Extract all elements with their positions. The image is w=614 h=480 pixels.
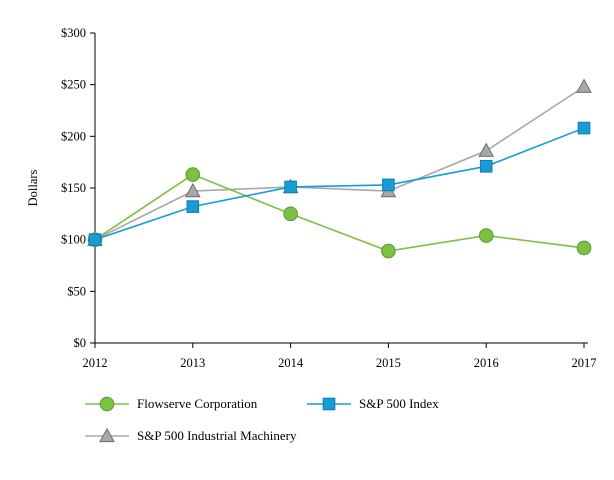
x-tick-label: 2014 (278, 356, 304, 370)
data-point-circle-2016 (478, 228, 494, 243)
data-point-circle-2015 (381, 243, 396, 259)
data-point-triangle-2013 (184, 182, 201, 198)
x-tick-label: 2013 (180, 356, 205, 370)
legend-label-sp500: S&P 500 Index (359, 396, 439, 411)
legend-marker-triangle-icon (85, 427, 129, 444)
data-point-triangle-2017 (576, 78, 592, 93)
chart-legend: Flowserve Corporation S&P 500 Index S&P … (85, 396, 585, 460)
y-tick-label: $150 (61, 181, 86, 195)
y-tick-label: $300 (61, 26, 86, 40)
x-tick-label: 2012 (83, 356, 108, 370)
legend-marker-svg (307, 397, 351, 411)
legend-marker-circle-icon (85, 396, 129, 412)
legend-label-industrial-machinery: S&P 500 Industrial Machinery (137, 428, 297, 443)
legend-marker-svg (85, 427, 129, 443)
legend-item-industrial-machinery: S&P 500 Industrial Machinery (85, 427, 297, 444)
legend-triangle-glyph (99, 427, 115, 443)
x-tick-label: 2015 (376, 356, 401, 370)
performance-line-chart: $0 $50 $100 $150 $200 $250 $300 2012 2013 2014 201… (26, 26, 597, 370)
y-tick-label: $100 (61, 233, 86, 247)
legend-row-1: Flowserve Corporation S&P 500 Index (85, 396, 585, 412)
data-point-square-2012 (88, 233, 102, 246)
data-point-circle-2017 (576, 240, 592, 256)
legend-circle-glyph (99, 396, 115, 412)
data-point-square-2014 (284, 180, 297, 194)
data-point-circle-2013 (185, 167, 201, 182)
data-point-square-2017 (577, 121, 591, 135)
series-line-1 (94, 127, 585, 241)
legend-marker-svg (85, 396, 129, 412)
legend-item-flowserve: Flowserve Corporation (85, 396, 307, 412)
data-point-square-2016 (479, 160, 493, 173)
data-point-square-2013 (186, 200, 200, 213)
x-tick-label: 2016 (474, 356, 499, 370)
x-tick-label: 2017 (572, 356, 597, 370)
y-tick-label: $250 (61, 78, 86, 92)
data-point-circle-2014 (283, 206, 298, 222)
y-tick-label: $200 (61, 129, 86, 143)
y-tick-label: $50 (67, 284, 86, 298)
legend-row-2: S&P 500 Industrial Machinery (85, 427, 585, 444)
data-point-square-2015 (382, 178, 395, 192)
series-line-2 (94, 86, 585, 241)
legend-marker-square-icon (307, 396, 351, 412)
legend-item-sp500: S&P 500 Index (307, 396, 439, 412)
y-axis-title: Dollars (26, 169, 40, 206)
series-line-0 (94, 173, 585, 252)
data-point-triangle-2016 (478, 142, 495, 157)
y-tick-label: $0 (74, 336, 87, 350)
legend-square-glyph (322, 397, 336, 411)
legend-label-flowserve: Flowserve Corporation (137, 396, 258, 411)
